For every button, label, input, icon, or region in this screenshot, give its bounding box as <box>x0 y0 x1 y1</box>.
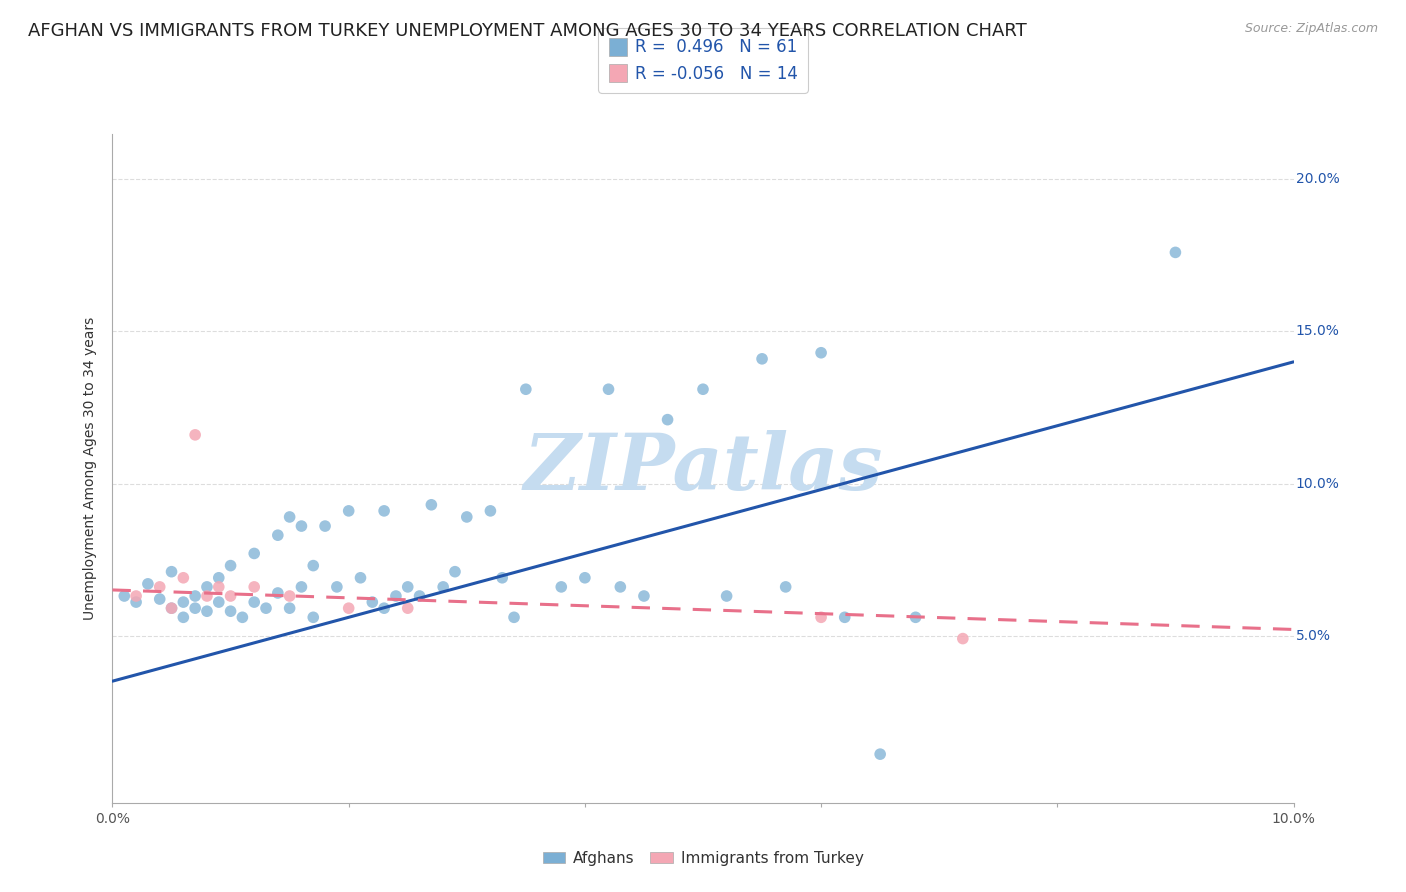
Point <box>278 589 301 603</box>
Point <box>904 610 927 624</box>
Point <box>361 595 384 609</box>
Point <box>267 586 290 600</box>
Point <box>420 498 443 512</box>
Point <box>775 580 797 594</box>
Point <box>195 604 218 618</box>
Text: 15.0%: 15.0% <box>1296 325 1340 338</box>
Point <box>692 382 714 396</box>
Point <box>219 558 242 573</box>
Point <box>125 595 148 609</box>
Point <box>810 345 832 359</box>
Point <box>219 589 242 603</box>
Point <box>810 610 832 624</box>
Point <box>952 632 974 646</box>
Point <box>609 580 631 594</box>
Point <box>302 558 325 573</box>
Text: AFGHAN VS IMMIGRANTS FROM TURKEY UNEMPLOYMENT AMONG AGES 30 TO 34 YEARS CORRELAT: AFGHAN VS IMMIGRANTS FROM TURKEY UNEMPLO… <box>28 22 1026 40</box>
Point <box>349 571 371 585</box>
Point <box>657 412 679 426</box>
Point <box>172 595 194 609</box>
Point <box>302 610 325 624</box>
Legend: Afghans, Immigrants from Turkey: Afghans, Immigrants from Turkey <box>537 845 869 872</box>
Point <box>396 580 419 594</box>
Point <box>633 589 655 603</box>
Point <box>574 571 596 585</box>
Point <box>243 546 266 560</box>
Point <box>337 601 360 615</box>
Point <box>491 571 513 585</box>
Point <box>869 747 891 761</box>
Point <box>125 589 148 603</box>
Point <box>716 589 738 603</box>
Point <box>290 580 312 594</box>
Point <box>326 580 349 594</box>
Text: Source: ZipAtlas.com: Source: ZipAtlas.com <box>1244 22 1378 36</box>
Point <box>396 601 419 615</box>
Point <box>208 580 231 594</box>
Point <box>243 580 266 594</box>
Point <box>184 428 207 442</box>
Point <box>598 382 620 396</box>
Point <box>172 610 194 624</box>
Point <box>195 580 218 594</box>
Point <box>172 571 194 585</box>
Point <box>385 589 408 603</box>
Point <box>243 595 266 609</box>
Text: 20.0%: 20.0% <box>1296 172 1340 186</box>
Point <box>503 610 526 624</box>
Point <box>550 580 572 594</box>
Point <box>1164 245 1187 260</box>
Point <box>184 601 207 615</box>
Point <box>479 504 502 518</box>
Point <box>208 571 231 585</box>
Point <box>208 595 231 609</box>
Point <box>219 604 242 618</box>
Point <box>373 601 395 615</box>
Point <box>267 528 290 542</box>
Point <box>231 610 253 624</box>
Point <box>136 577 159 591</box>
Point <box>373 504 395 518</box>
Point <box>112 589 135 603</box>
Point <box>160 601 183 615</box>
Point <box>278 510 301 524</box>
Point <box>195 589 218 603</box>
Point <box>254 601 277 615</box>
Text: ZIPatlas: ZIPatlas <box>523 430 883 507</box>
Point <box>184 589 207 603</box>
Point <box>160 565 183 579</box>
Point <box>515 382 537 396</box>
Point <box>149 580 172 594</box>
Point <box>834 610 856 624</box>
Point <box>432 580 454 594</box>
Point <box>278 601 301 615</box>
Point <box>290 519 312 533</box>
Point <box>408 589 430 603</box>
Point <box>444 565 467 579</box>
Point <box>314 519 336 533</box>
Point <box>751 351 773 366</box>
Text: 10.0%: 10.0% <box>1296 476 1340 491</box>
Point <box>149 592 172 607</box>
Y-axis label: Unemployment Among Ages 30 to 34 years: Unemployment Among Ages 30 to 34 years <box>83 317 97 620</box>
Point <box>160 601 183 615</box>
Point <box>337 504 360 518</box>
Text: 5.0%: 5.0% <box>1296 629 1331 642</box>
Point <box>456 510 478 524</box>
